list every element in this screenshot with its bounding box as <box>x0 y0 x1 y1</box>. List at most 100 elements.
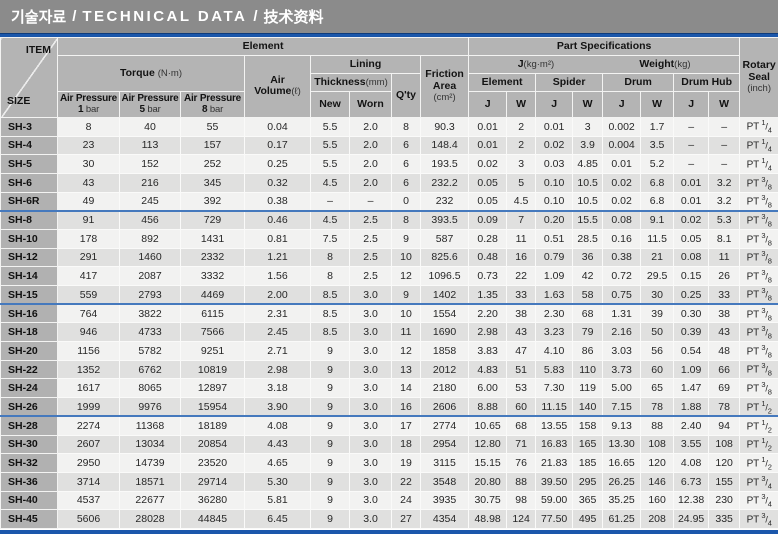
cell-rotary-seal: PT 3/8 <box>739 191 778 212</box>
cell-element-j: 0.73 <box>468 266 508 286</box>
cell-lining-worn: 3.0 <box>349 490 392 511</box>
cell-element-w: 98 <box>506 490 537 511</box>
cell-element-w: 33 <box>506 285 537 306</box>
cell-drum-w: 6.8 <box>640 191 675 212</box>
table-row: SH-24 1617 8065 12897 3.18 9 3.0 14 2180… <box>0 378 778 399</box>
cell-drumhub-w: – <box>708 116 741 137</box>
cell-torque-5bar: 22677 <box>119 490 181 511</box>
row-size-label: SH-14 <box>0 266 58 286</box>
cell-spider-w: 185 <box>572 453 604 473</box>
cell-lining-new: 4.5 <box>310 210 350 230</box>
cell-element-j: 0.28 <box>468 228 508 249</box>
cell-spider-j: 39.50 <box>535 471 574 492</box>
cell-drum-w: 160 <box>640 490 675 511</box>
cell-air-volume: 4.65 <box>244 453 311 473</box>
cell-air-volume: 0.25 <box>244 154 311 174</box>
row-size-label: SH-12 <box>0 247 58 268</box>
cell-drum-w: 29.5 <box>640 266 675 286</box>
cell-lining-new: 8.5 <box>310 285 350 306</box>
cell-torque-1bar: 417 <box>57 266 120 286</box>
cell-lining-new: 9 <box>310 453 350 473</box>
cell-drumhub-j: 0.25 <box>673 285 710 306</box>
page-title: 기술자료 / TECHNICAL DATA / 技术资料 <box>0 0 778 33</box>
cell-drum-j: 61.25 <box>602 509 642 529</box>
header-element-w: W <box>506 91 537 118</box>
cell-element-w: 47 <box>506 341 537 361</box>
cell-drum-w: 11.5 <box>640 228 675 249</box>
cell-air-volume: 4.43 <box>244 434 311 455</box>
row-size-label: SH-30 <box>0 434 58 455</box>
header-spider-j: J <box>535 91 574 118</box>
cell-friction-area: 2012 <box>419 359 470 380</box>
cell-lining-worn: – <box>349 191 392 212</box>
cell-drum-w: 56 <box>640 341 675 361</box>
friction-line2: Area <box>432 79 457 92</box>
cell-rotary-seal: PT 3/8 <box>739 322 778 343</box>
cell-lining-worn: 3.0 <box>349 453 392 473</box>
cell-spider-j: 0.10 <box>535 172 574 193</box>
cell-friction-area: 232.2 <box>419 172 470 193</box>
header-group-drum-hub: Drum Hub <box>673 73 741 92</box>
cell-air-volume: 0.17 <box>244 135 311 156</box>
cell-drum-w: 120 <box>640 453 675 473</box>
weight-band-label: Weight(kg) <box>639 57 691 70</box>
row-size-label: SH-18 <box>0 322 58 343</box>
cell-friction-area: 232 <box>419 191 470 212</box>
cell-qty: 6 <box>391 154 421 174</box>
header-air-volume: Air Volume(ℓ) <box>244 55 311 118</box>
blue-divider-top <box>0 33 778 37</box>
cell-qty: 8 <box>391 116 421 137</box>
row-size-label: SH-20 <box>0 341 58 361</box>
cell-spider-j: 77.50 <box>535 509 574 529</box>
header-drum-hub-j: J <box>673 91 710 118</box>
cell-qty: 27 <box>391 509 421 529</box>
cell-drumhub-j: – <box>673 116 710 137</box>
cell-torque-5bar: 14739 <box>119 453 181 473</box>
table-row: SH-6R 49 245 392 0.38 – – 0 232 0.05 4.5… <box>0 191 778 212</box>
cell-spider-w: 58 <box>572 285 604 306</box>
cell-air-volume: 0.32 <box>244 172 311 193</box>
table-row: SH-16 764 3822 6115 2.31 8.5 3.0 10 1554… <box>0 303 778 324</box>
cell-qty: 9 <box>391 285 421 306</box>
cell-friction-area: 90.3 <box>419 116 470 137</box>
cell-qty: 17 <box>391 415 421 436</box>
cell-spider-j: 2.30 <box>535 303 574 324</box>
cell-element-w: 2 <box>506 116 537 137</box>
cell-torque-1bar: 291 <box>57 247 120 268</box>
cell-drumhub-w: 5.3 <box>708 210 741 230</box>
cell-torque-5bar: 113 <box>119 135 181 156</box>
rotary-line1: Rotary <box>742 58 776 71</box>
cell-element-j: 3.83 <box>468 341 508 361</box>
cell-spider-w: 10.5 <box>572 191 604 212</box>
cell-drum-j: 13.30 <box>602 434 642 455</box>
cell-rotary-seal: PT 3/4 <box>739 471 778 492</box>
title-separator: / <box>253 8 258 25</box>
title-korean: 기술자료 <box>11 9 67 26</box>
cell-element-w: 22 <box>506 266 537 286</box>
cell-torque-8bar: 252 <box>180 154 245 174</box>
cell-spider-w: 28.5 <box>572 228 604 249</box>
cell-spider-j: 0.79 <box>535 247 574 268</box>
cell-torque-5bar: 5782 <box>119 341 181 361</box>
cell-lining-worn: 2.0 <box>349 154 392 174</box>
cell-torque-8bar: 3332 <box>180 266 245 286</box>
cell-air-volume: 0.04 <box>244 116 311 137</box>
cell-torque-8bar: 10819 <box>180 359 245 380</box>
cell-element-j: 1.35 <box>468 285 508 306</box>
cell-drumhub-j: 0.01 <box>673 191 710 212</box>
cell-drum-j: 2.16 <box>602 322 642 343</box>
header-j-weight-band: J(kg·m²) Weight(kg) <box>468 55 741 74</box>
cell-drumhub-j: 4.08 <box>673 453 710 473</box>
cell-torque-1bar: 2274 <box>57 415 120 436</box>
cell-air-volume: 1.21 <box>244 247 311 268</box>
title-chinese: 技术资料 <box>263 9 324 26</box>
cell-drum-j: 0.75 <box>602 285 642 306</box>
cell-torque-1bar: 1156 <box>57 341 120 361</box>
cell-spider-j: 1.09 <box>535 266 574 286</box>
cell-torque-8bar: 9251 <box>180 341 245 361</box>
cell-lining-worn: 2.5 <box>349 247 392 268</box>
cell-air-volume: 2.00 <box>244 285 311 306</box>
cell-torque-1bar: 23 <box>57 135 120 156</box>
cell-spider-w: 68 <box>572 303 604 324</box>
cell-torque-5bar: 6762 <box>119 359 181 380</box>
